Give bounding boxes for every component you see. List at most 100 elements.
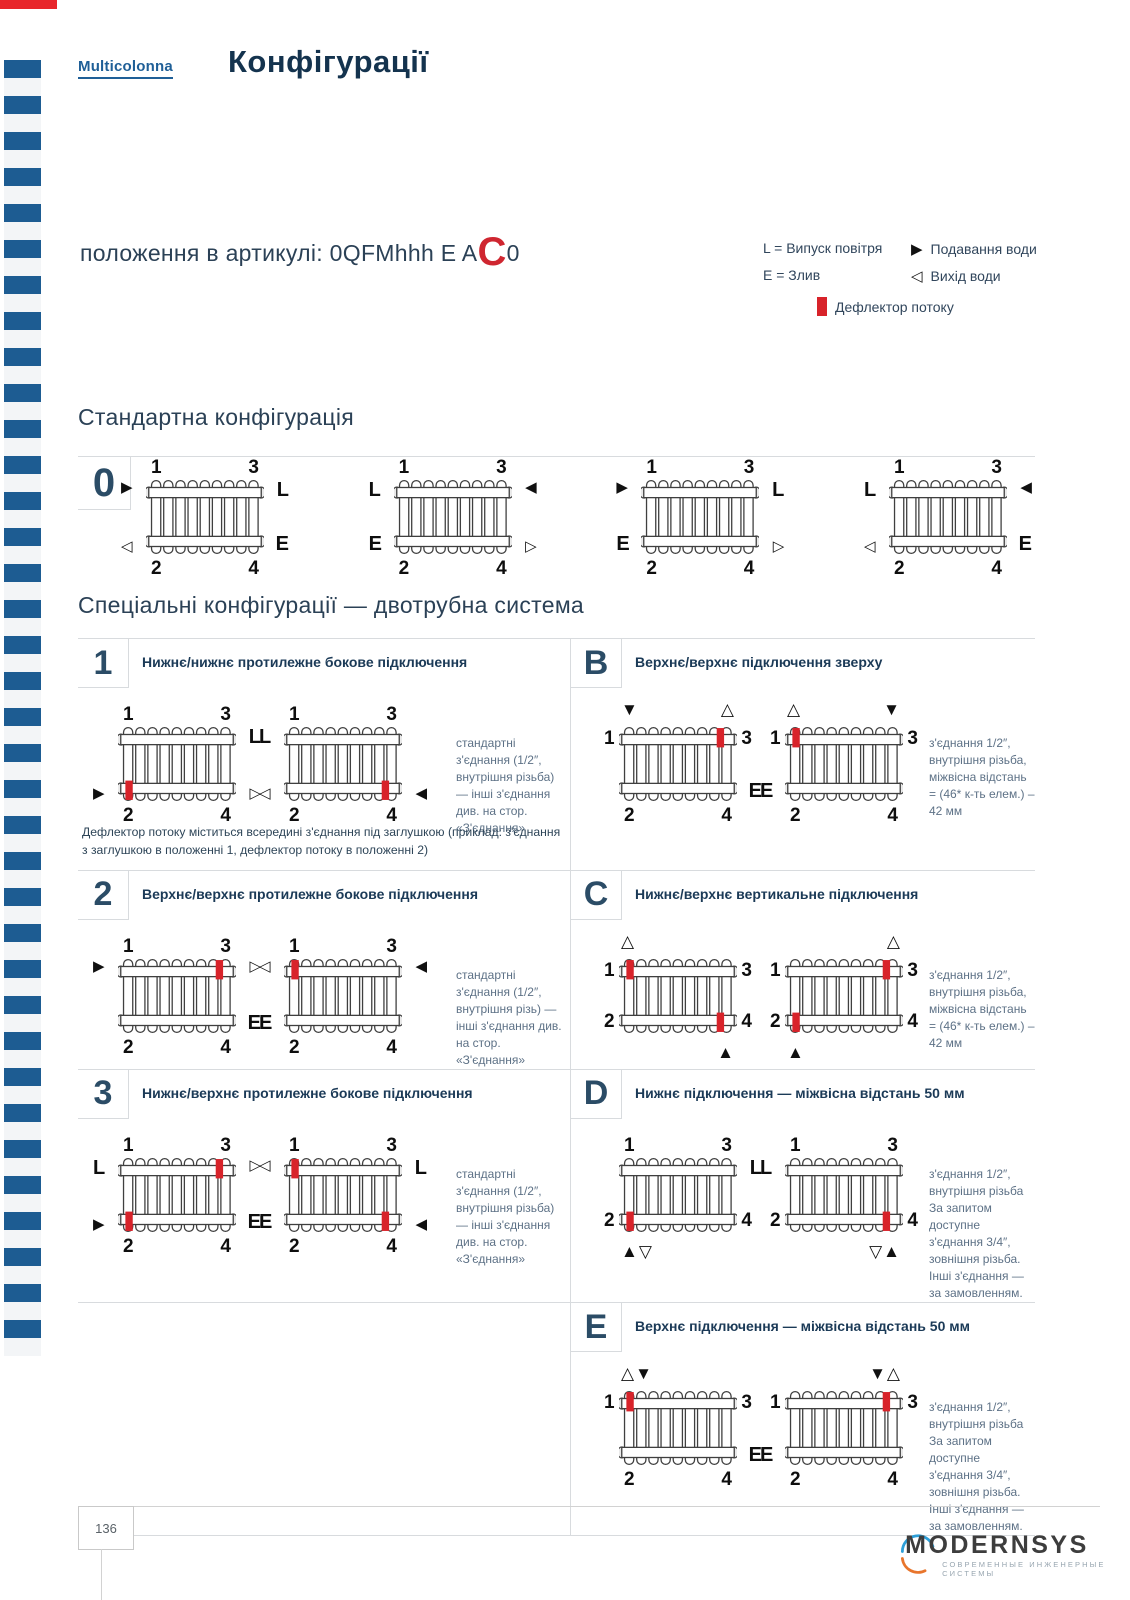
logo: MODERNSYS СОВРЕМЕННЫЕ ИНЖЕНЕРНЫЕ СИСТЕМЫ [898, 1532, 1130, 1578]
radiator-svg [116, 958, 238, 1033]
position-label: 2 [770, 1010, 781, 1032]
position-label: 3 [907, 1392, 918, 1414]
position-label: 1 [624, 1134, 635, 1156]
connection-letter: L [414, 1156, 427, 1179]
radiator-svg [144, 479, 266, 555]
position-label: 1 [770, 1392, 781, 1414]
radiator-svg [783, 958, 905, 1033]
connection-letter: E [760, 780, 774, 802]
connection-letter: E [760, 1444, 774, 1467]
position-label: 2 [289, 1235, 300, 1257]
decorative-stripes [4, 60, 41, 1356]
position-label: 1 [604, 728, 615, 749]
flow-triangle-icon: ▲ [717, 1042, 735, 1062]
flow-triangle-icon: ▷ [249, 1156, 261, 1174]
flow-triangle-icon: ▶ [93, 785, 105, 802]
flow-triangle-icon: ▼△ [869, 1364, 901, 1384]
flow-triangle-icon: ▷ [525, 538, 537, 555]
connection-letter: L [749, 1156, 762, 1179]
article-code-line: положення в артикулі: 0QFMhhh E AC0 [80, 232, 520, 272]
position-label: 2 [289, 1036, 300, 1058]
position-label: 3 [220, 935, 231, 957]
radiator-svg [617, 958, 739, 1033]
position-label: 3 [496, 457, 507, 478]
radiator-svg [282, 726, 404, 802]
radiator-diagram: 1 3 2 4 L ▶ ▷ [93, 699, 261, 837]
position-label: 4 [907, 1209, 918, 1231]
flow-triangle-icon: ◀ [1020, 479, 1032, 496]
flow-triangle-icon: ▼ [621, 700, 639, 719]
deflector-bar [626, 1392, 634, 1412]
row-title: Верхнє/верхнє протилежне бокове підключе… [142, 885, 478, 902]
position-label: 4 [248, 558, 259, 579]
flow-triangle-icon: ◁ [259, 1156, 271, 1174]
position-label: 2 [893, 558, 905, 579]
position-label: 4 [887, 805, 898, 826]
deflector-bar [882, 959, 891, 980]
radiator-svg [617, 1391, 739, 1466]
deflector-bar [381, 780, 390, 800]
standard-configuration-row: 0 1 3 2 4 ▶ L ◁ E 1 3 2 4 L ◀ E ▷ 1 3 2 4 ▶ L E ▷ 1 3 2 4 L ◀ ◁ E [78, 456, 1035, 607]
empty-cell [78, 1302, 570, 1535]
legend-drain-label: E = Злив [763, 267, 821, 283]
radiator-diagram: 1 3 2 4 L ◀ E ▷ [368, 452, 537, 586]
position-label: 1 [646, 457, 657, 478]
radiator-svg [116, 1157, 238, 1233]
config-badge: 3 [78, 1069, 129, 1119]
config-row-C: C Нижнє/верхнє вертикальне підключення 1 3 2… [570, 869, 1035, 1069]
position-label: 2 [123, 1235, 134, 1257]
connection-letter: E [748, 1444, 762, 1467]
radiator-diagram: 1 3 2 4 L ◀ ◁ E [864, 452, 1032, 586]
position-label: 4 [991, 558, 1002, 579]
row-title: Нижнє/верхнє вертикальне підключення [635, 885, 919, 902]
position-label: 3 [386, 704, 397, 725]
position-label: 2 [790, 1469, 801, 1491]
radiator-diagram: 1 3 2 4 ◁ ◀ E [259, 931, 427, 1069]
position-label: 3 [721, 1134, 732, 1156]
position-label: 3 [220, 704, 231, 725]
position-label: 4 [721, 805, 732, 826]
page-title: Конфігурації [228, 44, 429, 79]
connection-letter: E [247, 1210, 261, 1233]
radiator-diagram: 1 3 2 4 △ ▲ [595, 931, 761, 1065]
flow-triangle-icon: ▲ [787, 1042, 805, 1062]
footnote: Дефлектор потоку міститься всередині з'є… [82, 825, 561, 858]
position-label: 3 [220, 1134, 231, 1156]
deflector-swatch-icon [817, 297, 827, 316]
config-badge: 1 [78, 639, 129, 688]
position-label: 3 [991, 457, 1002, 478]
position-label: 1 [289, 1134, 300, 1156]
outlet-triangle-icon: ◁ [911, 268, 923, 285]
side-note: стандартні з'єднання (1/2″, внутрішня рі… [456, 967, 562, 1067]
position-label: 4 [741, 1010, 752, 1032]
radiator-svg [282, 958, 404, 1033]
position-label: 2 [151, 558, 162, 579]
flow-triangle-icon: ◀ [415, 957, 427, 975]
config-badge: C [571, 870, 622, 920]
connection-letter: L [368, 479, 381, 501]
position-label: 4 [887, 1469, 898, 1491]
position-label: 4 [220, 1235, 231, 1257]
position-label: 2 [123, 1036, 134, 1058]
position-label: 3 [386, 1134, 397, 1156]
connection-letter: E [275, 533, 289, 555]
config-badge: 0 [78, 457, 131, 510]
position-label: 1 [289, 704, 300, 725]
deflector-bar [291, 959, 299, 980]
config-row-1: 1 Нижнє/нижнє протилежне бокове підключен… [78, 638, 570, 870]
connection-letter: E [748, 780, 762, 802]
position-label: 1 [893, 457, 905, 478]
deflector-bar [215, 1159, 224, 1179]
config-row-3: 3 Нижнє/верхнє протилежне бокове підключе… [78, 1068, 570, 1302]
position-label: 4 [220, 805, 231, 826]
connection-letter: E [247, 1011, 261, 1034]
position-label: 1 [289, 935, 300, 957]
radiator-svg [116, 726, 238, 802]
radiator-diagram: 1 3 2 4 L ▷ ▶ E [93, 1130, 261, 1268]
flow-triangle-icon: ▶ [93, 1215, 105, 1233]
position-label: 4 [220, 1036, 231, 1058]
article-highlight: C [477, 230, 507, 274]
